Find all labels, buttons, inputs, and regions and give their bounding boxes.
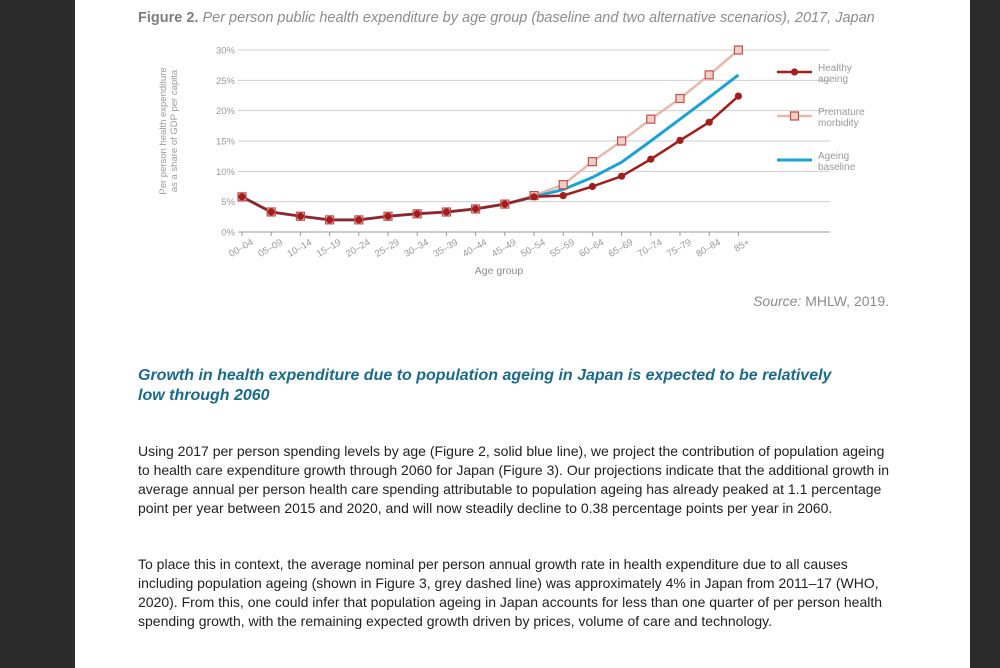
legend-label: Ageing bbox=[818, 151, 849, 162]
data-point-healthy-ageing bbox=[442, 208, 450, 216]
x-tick-label: 30–34 bbox=[402, 237, 430, 260]
x-tick-label: 45–49 bbox=[490, 237, 518, 260]
x-tick-label: 20–24 bbox=[344, 237, 372, 260]
y-axis-title-line: as a share of GDP per capita bbox=[169, 69, 180, 192]
section-heading: Growth in health expenditure due to popu… bbox=[138, 367, 832, 404]
figure-title: Figure 2. Per person public health expen… bbox=[138, 10, 958, 26]
y-tick-label: 25% bbox=[216, 76, 236, 87]
x-tick-label: 25–29 bbox=[373, 237, 401, 260]
x-tick-label: 85+ bbox=[732, 237, 752, 255]
x-tick-label: 75–79 bbox=[665, 237, 693, 260]
series-line-healthy-ageing bbox=[241, 95, 740, 222]
series-line-premature-morbidity bbox=[241, 49, 740, 222]
data-point-premature-morbidity bbox=[558, 180, 568, 190]
legend-label: baseline bbox=[818, 162, 856, 173]
y-tick-label: 5% bbox=[221, 197, 235, 208]
data-point-premature-morbidity bbox=[587, 157, 598, 167]
data-point-premature-morbidity bbox=[646, 114, 656, 124]
document-page: Figure 2. Per person public health expen… bbox=[75, 0, 970, 668]
legend-label: Premature bbox=[818, 107, 865, 118]
x-axis-label: Age group bbox=[475, 265, 524, 277]
data-point-premature-morbidity bbox=[675, 93, 685, 104]
data-point-healthy-ageing bbox=[588, 182, 597, 191]
x-tick-label: 05–09 bbox=[256, 237, 284, 260]
x-tick-label: 80–84 bbox=[694, 237, 722, 260]
y-tick-label: 15% bbox=[216, 137, 236, 148]
data-point-healthy-ageing bbox=[355, 216, 363, 224]
data-point-healthy-ageing bbox=[647, 155, 655, 163]
data-point-premature-morbidity bbox=[704, 70, 714, 80]
x-tick-label: 65–69 bbox=[607, 237, 635, 260]
x-tick-label: 50–54 bbox=[519, 237, 547, 260]
data-point-healthy-ageing bbox=[296, 212, 304, 220]
paragraph-1: Using 2017 per person spending levels by… bbox=[138, 443, 890, 516]
data-point-healthy-ageing bbox=[530, 193, 538, 201]
x-tick-label: 00–04 bbox=[227, 237, 255, 260]
data-point-healthy-ageing bbox=[559, 192, 567, 200]
y-tick-label: 20% bbox=[216, 106, 236, 117]
x-tick-label: 35–39 bbox=[432, 237, 460, 260]
data-point-healthy-ageing bbox=[413, 210, 421, 218]
data-point-healthy-ageing bbox=[326, 216, 334, 224]
y-axis-title: Per person health expenditure as a share … bbox=[158, 67, 180, 194]
source-label: Source: bbox=[753, 293, 802, 309]
legend-marker bbox=[789, 111, 800, 121]
data-point-healthy-ageing bbox=[238, 193, 246, 201]
y-tick-label: 30% bbox=[216, 46, 236, 57]
figure-caption: Per person public health expenditure by … bbox=[202, 10, 875, 26]
legend-label: Healthy bbox=[818, 63, 852, 74]
x-tick-label: 15–19 bbox=[315, 237, 343, 260]
y-axis-title-line: Per person health expenditure bbox=[158, 67, 169, 194]
paragraph-2: To place this in context, the average no… bbox=[138, 556, 883, 629]
data-point-healthy-ageing bbox=[734, 92, 743, 100]
x-tick-label: 60–64 bbox=[578, 237, 606, 260]
x-tick-label: 55–59 bbox=[548, 237, 576, 260]
data-point-healthy-ageing bbox=[267, 208, 275, 216]
data-point-healthy-ageing bbox=[705, 118, 713, 126]
data-point-healthy-ageing bbox=[618, 172, 626, 180]
x-tick-label: 70–74 bbox=[636, 237, 664, 260]
data-point-premature-morbidity bbox=[733, 45, 744, 55]
series-line-ageing-baseline bbox=[241, 73, 740, 222]
data-point-premature-morbidity bbox=[616, 136, 627, 146]
data-point-healthy-ageing bbox=[676, 136, 684, 144]
y-tick-label: 10% bbox=[216, 167, 236, 178]
x-tick-label: 10–14 bbox=[286, 237, 314, 260]
line-chart: Per person health expenditure as a share … bbox=[158, 45, 865, 277]
legend-marker bbox=[790, 68, 799, 76]
y-tick-label: 0% bbox=[221, 228, 235, 239]
legend-label: ageing bbox=[818, 74, 848, 85]
figure-label: Figure 2. bbox=[138, 10, 199, 26]
source-text: MHLW, 2019. bbox=[805, 293, 889, 309]
data-point-healthy-ageing bbox=[501, 200, 509, 208]
legend-label: morbidity bbox=[818, 118, 859, 129]
x-tick-label: 40–44 bbox=[461, 237, 489, 260]
figure-source: Source: MHLW, 2019. bbox=[753, 293, 889, 309]
data-point-healthy-ageing bbox=[472, 205, 480, 213]
data-point-healthy-ageing bbox=[384, 212, 392, 220]
